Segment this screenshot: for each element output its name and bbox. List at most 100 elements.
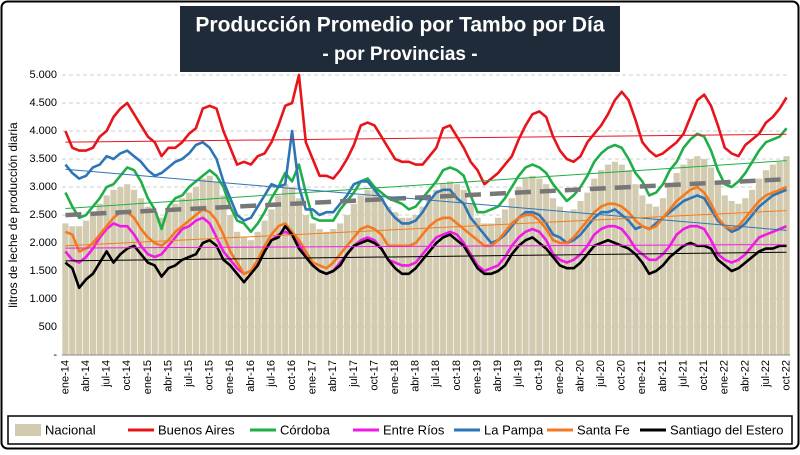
bar xyxy=(694,156,701,355)
legend-label: Santiago del Estero xyxy=(670,422,783,437)
bar xyxy=(453,184,460,355)
bar xyxy=(721,195,728,355)
bar xyxy=(666,187,673,355)
x-tick-label: oct-18 xyxy=(451,360,463,391)
x-tick-label: ene-16 xyxy=(224,360,236,394)
x-tick-label: jul-17 xyxy=(348,360,360,388)
bar xyxy=(158,217,165,355)
bar xyxy=(687,159,694,355)
line xyxy=(64,185,788,276)
bar xyxy=(295,198,303,355)
y-tick-label: 2.500 xyxy=(29,209,57,221)
y-tick-label: 4.000 xyxy=(29,125,57,137)
bar xyxy=(618,164,625,355)
bar xyxy=(206,175,213,355)
bar xyxy=(522,178,529,355)
x-tick-label: abr-15 xyxy=(162,360,174,392)
bar xyxy=(330,229,337,355)
bar xyxy=(199,178,206,355)
line xyxy=(64,224,787,290)
x-tick-label: ene-14 xyxy=(59,360,71,394)
bar xyxy=(234,231,241,355)
bar xyxy=(261,220,268,355)
bar xyxy=(673,173,680,355)
bar xyxy=(762,170,770,355)
x-tick-label: abr-22 xyxy=(739,360,751,392)
bar xyxy=(392,212,399,355)
bar xyxy=(735,203,742,355)
line xyxy=(64,127,788,234)
bar xyxy=(364,189,371,355)
bar xyxy=(192,187,200,355)
line xyxy=(64,216,788,276)
x-tick-label: ene-15 xyxy=(142,360,154,394)
x-tick-label: oct-14 xyxy=(121,360,133,391)
chart-subtitle: - por Provincias - xyxy=(322,44,477,65)
bar xyxy=(639,195,646,355)
x-tick-label: jul-22 xyxy=(760,360,772,388)
legend-label: Buenos Aires xyxy=(158,422,235,437)
bar xyxy=(446,181,454,355)
bar xyxy=(131,189,138,355)
bar xyxy=(165,212,172,355)
x-tick-label: ene-22 xyxy=(719,360,731,394)
bar xyxy=(556,206,564,355)
bar xyxy=(282,184,289,355)
legend-label: Córdoba xyxy=(280,422,331,437)
chart-title: Producción Promedio por Tambo por Día xyxy=(195,14,604,37)
bar xyxy=(343,215,351,355)
bar xyxy=(714,181,721,355)
bar xyxy=(426,198,433,355)
bar xyxy=(440,184,447,355)
bar xyxy=(680,164,687,355)
y-tick-label: 1.000 xyxy=(29,293,57,305)
bar xyxy=(76,226,83,355)
bar xyxy=(419,206,426,355)
bar xyxy=(467,203,474,355)
x-tick-label: jul-21 xyxy=(677,360,689,388)
bar xyxy=(213,181,220,355)
trend-line xyxy=(65,160,787,210)
bar xyxy=(598,170,605,355)
bar xyxy=(632,184,639,355)
bar xyxy=(275,195,282,355)
y-axis-label: litros de leche de producción diaria xyxy=(6,122,20,308)
trend-line xyxy=(65,244,787,249)
bar xyxy=(124,184,131,355)
bar xyxy=(570,209,577,355)
bar xyxy=(110,189,117,355)
x-tick-label: abr-16 xyxy=(245,360,257,392)
bar xyxy=(337,223,344,355)
bar xyxy=(536,178,543,355)
bar xyxy=(728,201,735,355)
bar xyxy=(756,178,763,355)
bar xyxy=(185,192,193,355)
bar xyxy=(625,170,632,355)
bar xyxy=(405,217,412,355)
bar xyxy=(398,217,406,355)
x-tick-label: oct-20 xyxy=(616,360,628,391)
y-tick-label: - xyxy=(53,349,57,361)
bar xyxy=(247,240,254,355)
x-tick-label: abr-18 xyxy=(410,360,422,392)
x-tick-label: oct-15 xyxy=(204,360,216,391)
bar xyxy=(481,223,488,355)
legend-box xyxy=(7,415,793,445)
trend-line xyxy=(65,168,787,231)
bar xyxy=(604,164,612,355)
bar xyxy=(69,226,76,355)
bar xyxy=(137,198,145,355)
bar xyxy=(776,161,783,355)
x-tick-label: ene-17 xyxy=(307,360,319,394)
bar xyxy=(501,209,509,355)
bar xyxy=(783,156,790,355)
bar xyxy=(591,178,598,355)
x-tick-label: ene-20 xyxy=(554,360,566,394)
bar xyxy=(769,164,776,355)
x-tick-label: jul-15 xyxy=(183,360,195,388)
bar xyxy=(611,161,618,355)
legend-label: Santa Fe xyxy=(577,422,630,437)
bar xyxy=(316,229,323,355)
bar xyxy=(659,198,667,355)
